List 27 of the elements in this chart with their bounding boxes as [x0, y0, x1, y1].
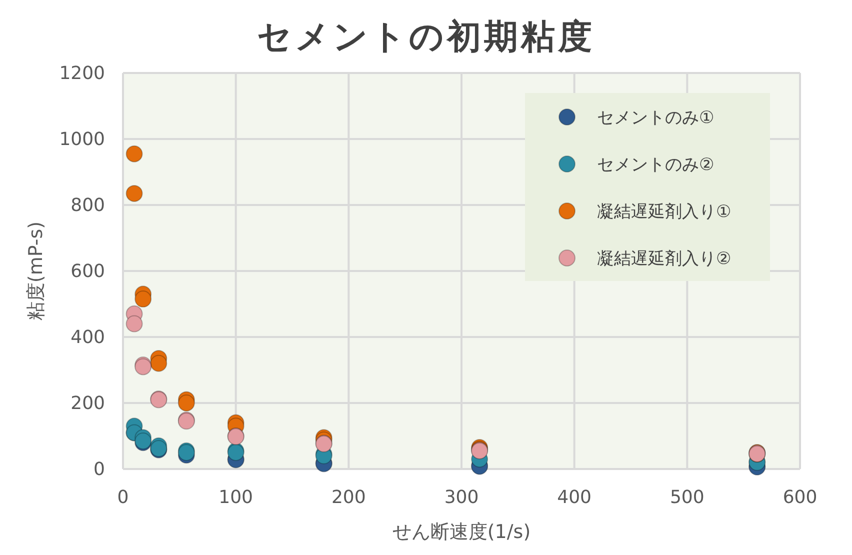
chart-title: セメントの初期粘度 [257, 17, 595, 57]
legend-label: セメントのみ② [597, 155, 714, 175]
legend-label: 凝結遅延剤入り① [597, 202, 732, 222]
y-tick-label: 400 [70, 327, 105, 348]
y-tick-label: 600 [70, 261, 105, 282]
point [150, 354, 168, 372]
point [126, 184, 143, 202]
y-axis-title: 粘度(mP-s) [25, 221, 47, 321]
x-tick-label: 400 [557, 487, 592, 508]
point [126, 315, 143, 332]
point [178, 394, 195, 412]
x-tick-label: 600 [782, 487, 818, 508]
x-tick-label: 500 [670, 487, 704, 508]
y-tick-label: 200 [70, 393, 105, 414]
point [134, 290, 152, 308]
y-tick-label: 1200 [59, 63, 105, 84]
x-tick-label: 100 [218, 487, 254, 508]
x-tick-label: 0 [117, 487, 129, 508]
legend-label: 凝結遅延剤入り② [597, 249, 732, 269]
y-tick-label: 0 [94, 459, 105, 480]
y-tick-label: 1000 [59, 129, 105, 150]
legend-label: セメントのみ① [597, 108, 714, 128]
x-tick-label: 300 [444, 487, 479, 508]
x-axis-title: せん断速度(1/s) [392, 521, 531, 543]
y-tick-label: 800 [70, 195, 105, 216]
x-tick-label: 200 [331, 487, 366, 508]
point [126, 145, 143, 162]
